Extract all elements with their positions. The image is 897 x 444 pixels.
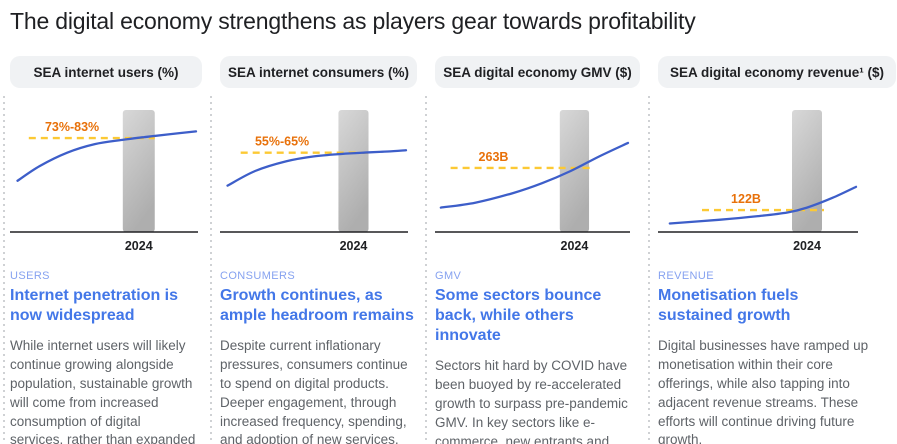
panel-divider: [425, 96, 427, 444]
page-title: The digital economy strengthens as playe…: [10, 8, 696, 34]
panel-users: SEA internet users (%) 73%-83% 2024 USERS…: [3, 56, 202, 444]
users-eyebrow: USERS: [10, 270, 50, 282]
x-tick-label: 2024: [561, 239, 589, 253]
panels-grid: SEA internet users (%) 73%-83% 2024 USERS…: [3, 56, 897, 444]
revenue-trend-chart: 122B 2024: [658, 104, 896, 256]
trend-line: [439, 141, 630, 209]
revenue-badge: SEA digital economy revenue¹ ($): [658, 56, 896, 88]
trend-line: [16, 130, 198, 182]
gmv-headline: Some sectors bounce back, while others i…: [435, 287, 602, 344]
users-body-text: While internet users will likely continu…: [10, 338, 196, 444]
annotation-label: 263B: [479, 150, 509, 164]
highlight-year-bar: [338, 110, 369, 232]
trend-chart-svg: 55%-65% 2024: [220, 110, 408, 253]
consumers-headline: Growth continues, as ample headroom rema…: [220, 287, 414, 324]
trend-chart-svg: 263B 2024: [435, 110, 630, 253]
panel-divider: [3, 96, 5, 444]
gmv-trend-chart: 263B 2024: [435, 104, 640, 256]
annotation-label: 55%-65%: [255, 135, 309, 149]
annotation-label: 73%-83%: [45, 120, 99, 134]
trend-line: [668, 185, 858, 225]
highlight-year-bar: [792, 110, 822, 232]
gmv-body-text: Sectors hit hard by COVID have been buoy…: [435, 358, 628, 444]
revenue-headline: Monetisation fuels sustained growth: [658, 287, 799, 324]
highlight-year-bar: [559, 110, 590, 232]
users-badge: SEA internet users (%): [10, 56, 202, 88]
annotation-label: 122B: [731, 192, 761, 206]
x-tick-label: 2024: [125, 239, 153, 253]
panel-divider: [648, 96, 650, 444]
panel-consumers: SEA internet consumers (%) 55%-65% 2024 C…: [210, 56, 417, 444]
revenue-eyebrow: REVENUE: [658, 270, 714, 282]
gmv-eyebrow: GMV: [435, 270, 462, 282]
consumers-body-text: Despite current inflationary pressures, …: [220, 338, 408, 444]
trend-line: [226, 149, 408, 187]
consumers-badge: SEA internet consumers (%): [220, 56, 417, 88]
revenue-body-text: Digital businesses have ramped up moneti…: [658, 338, 869, 444]
consumers-eyebrow: CONSUMERS: [220, 270, 296, 282]
x-tick-label: 2024: [793, 239, 821, 253]
trend-chart-svg: 122B 2024: [658, 110, 858, 253]
panel-divider: [210, 96, 212, 444]
panel-gmv: SEA digital economy GMV ($) 263B 2024 GMV…: [425, 56, 640, 444]
panel-revenue: SEA digital economy revenue¹ ($) 122B 202…: [648, 56, 896, 444]
highlight-year-bar: [122, 110, 155, 232]
trend-chart-svg: 73%-83% 2024: [10, 110, 198, 253]
users-trend-chart: 73%-83% 2024: [10, 104, 202, 256]
users-headline: Internet penetration is now widespread: [10, 287, 179, 324]
gmv-badge: SEA digital economy GMV ($): [435, 56, 640, 88]
x-tick-label: 2024: [340, 239, 368, 253]
consumers-trend-chart: 55%-65% 2024: [220, 104, 417, 256]
